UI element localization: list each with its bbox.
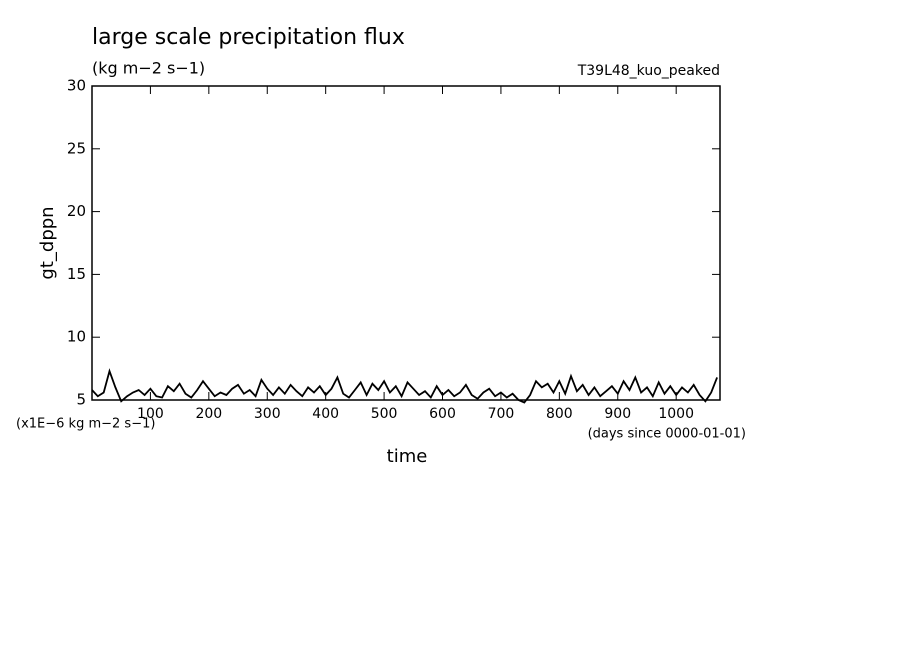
x-tick-label: 600	[429, 406, 456, 422]
chart-title: large scale precipitation flux	[92, 25, 405, 50]
y-tick-label: 20	[67, 202, 86, 220]
x-tick-label: 900	[604, 406, 631, 422]
x-tick-label: 1000	[658, 406, 694, 422]
plot-frame	[91, 85, 721, 401]
x-tick-label: 200	[195, 406, 222, 422]
y-tick-label: 15	[67, 265, 86, 283]
x-tick-label: 700	[488, 406, 515, 422]
y-tick-label: 30	[67, 77, 86, 95]
x-tick-label: 500	[371, 406, 398, 422]
x-tick-label: 800	[546, 406, 573, 422]
subtitle: (kg m−2 s−1)	[92, 59, 205, 78]
x-tick-label: 400	[312, 406, 339, 422]
annotation: T39L48_kuo_peaked	[577, 63, 720, 79]
unit-label: (x1E−6 kg m−2 s−1)	[16, 417, 155, 432]
y-tick-label: 10	[67, 328, 86, 346]
data-line	[91, 368, 718, 404]
y-axis-label: gt_dppn	[37, 206, 58, 279]
y-tick-label: 5	[76, 391, 86, 409]
x-unit-label: (days since 0000-01-01)	[588, 427, 746, 442]
x-tick-label: 300	[254, 406, 281, 422]
x-axis-label: time	[387, 446, 428, 467]
y-tick-label: 25	[67, 139, 86, 157]
x-tick-label: 100	[137, 406, 164, 422]
